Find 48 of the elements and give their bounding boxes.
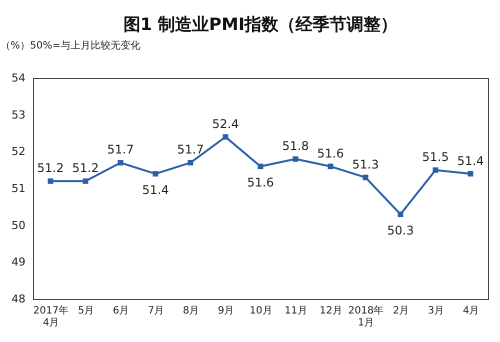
data-label: 51.2 [37,161,64,176]
point [48,178,54,184]
y-tick-label: 53 [12,108,26,122]
data-label: 51.3 [352,157,379,172]
x-tick-label: 12月 [320,306,342,316]
x-tick-label: 2017年 4月 [33,304,69,328]
point [328,164,334,170]
data-label: 51.5 [422,150,449,164]
point [292,156,298,162]
y-tick-label: 54 [12,72,26,84]
y-axis-title: （%）50%=与上月比较无变化 [0,40,141,52]
y-tick-label: 51 [12,182,26,195]
x-tick-label: 10月 [250,306,272,316]
point [432,167,438,173]
x-tick-label: 7月 [148,306,164,316]
point [258,164,264,170]
point [82,178,88,184]
data-label: 50.3 [387,223,414,238]
data-label: 51.7 [107,142,134,157]
x-tick-label: 3月 [428,306,444,316]
data-label: 51.6 [247,175,274,190]
y-tick-label: 48 [12,292,26,306]
data-label: 52.4 [212,116,239,131]
x-tick-label: 8月 [182,306,200,316]
y-tick-label: 52 [12,145,26,158]
x-tick-label: 5月 [78,306,94,316]
data-label: 51.8 [282,139,309,154]
y-tick-label: 50 [12,218,26,232]
data-label: 51.4 [457,154,484,168]
x-tick-label: 6月 [112,306,130,316]
point [152,171,158,177]
point [188,160,194,166]
point [398,212,404,218]
x-tick-label: 2月 [392,306,410,316]
x-tick-label: 11月 [284,306,308,316]
data-label: 51.2 [72,161,99,176]
point [118,160,124,166]
point [222,134,228,140]
data-label: 51.6 [317,146,344,160]
point [362,174,368,180]
x-tick-label: 2018年 1月 [348,304,384,328]
y-tick-label: 49 [12,256,26,269]
x-tick-label: 9月 [218,306,234,316]
data-label: 51.4 [142,182,169,197]
x-tick-label: 4月 [462,306,480,316]
data-label: 51.7 [177,142,204,157]
chart-title: 图1 制造业PMI指数（经季节调整） [123,15,398,35]
point [468,171,474,177]
